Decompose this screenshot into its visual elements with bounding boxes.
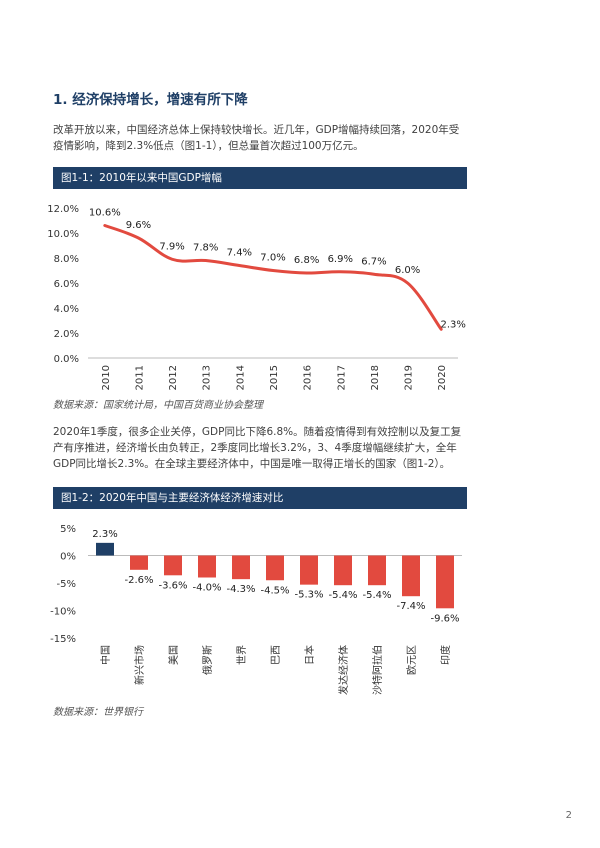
- bar-value-label: -4.0%: [192, 583, 221, 594]
- x-tick-label: 2014: [235, 365, 246, 390]
- gdp-growth-series-line: [103, 224, 443, 331]
- y-tick-label: 0%: [60, 552, 76, 563]
- data-label: 6.0%: [395, 265, 420, 276]
- figure2-title-bar: 图1-2：2020年中国与主要经济体经济增速对比: [53, 487, 467, 509]
- detail-line-1: 2020年1季度，很多企业关停，GDP同比下降6.8%。随着疫情得到有效控制以及…: [53, 426, 462, 438]
- data-label: 7.9%: [159, 241, 184, 252]
- data-label: 10.6%: [89, 208, 121, 219]
- category-label: 沙特阿拉伯: [371, 645, 384, 695]
- bar: [96, 542, 114, 556]
- x-tick-label: 2018: [370, 365, 381, 390]
- data-label: 7.4%: [227, 248, 252, 259]
- y-tick-label: -10%: [50, 607, 76, 618]
- category-label: 巴西: [270, 645, 282, 665]
- bar-value-label: -4.3%: [226, 584, 255, 595]
- category-label: 欧元区: [406, 645, 418, 675]
- intro-line-2: 疫情影响，降到2.3%低点（图1-1），但总量首次超过100万亿元。: [53, 140, 364, 152]
- bar-value-label: -5.3%: [294, 590, 323, 601]
- category-label: 印度: [439, 645, 452, 665]
- category-label: 世界: [236, 645, 248, 665]
- intro-line-1: 改革开放以来，中国经济总体上保持较快增长。近几年，GDP增幅持续回落，2020年…: [53, 124, 460, 136]
- bar-value-label: 2.3%: [92, 529, 117, 540]
- y-tick-label: 6.0%: [54, 279, 79, 290]
- bar: [300, 555, 318, 585]
- data-label: 9.6%: [126, 220, 151, 231]
- category-label: 日本: [303, 645, 316, 665]
- y-tick-label: 4.0%: [54, 304, 79, 315]
- x-tick-label: 2020: [437, 365, 448, 390]
- category-label: 新兴市场: [133, 645, 146, 685]
- category-label: 中国: [99, 645, 112, 665]
- y-tick-label: 10.0%: [47, 229, 79, 240]
- x-tick-label: 2011: [134, 365, 145, 390]
- data-label: 7.8%: [193, 243, 218, 254]
- x-tick-label: 2010: [101, 365, 112, 390]
- y-tick-label: 2.0%: [54, 329, 79, 340]
- gdp-growth-line-chart: 0.0% 2.0% 4.0% 6.0% 8.0% 10.0% 12.0% 2010 2011 20…: [47, 204, 466, 390]
- figure1-source: 数据来源：国家统计局，中国百货商业协会整理: [53, 400, 263, 411]
- x-tick-label: 2012: [168, 365, 179, 390]
- detail-paragraph: 2020年1季度，很多企业关停，GDP同比下降6.8%。随着疫情得到有效控制以及…: [53, 424, 553, 472]
- bar: [436, 555, 454, 609]
- bar-value-label: -9.6%: [430, 613, 459, 624]
- figure1-title-bar: 图1-1：2010年以来中国GDP增幅: [53, 167, 467, 189]
- bar-value-label: -7.4%: [396, 601, 425, 612]
- bar: [164, 555, 182, 576]
- y-tick-label: 12.0%: [47, 204, 79, 215]
- category-label: 发达经济体: [337, 645, 350, 695]
- x-tick-label: 2013: [202, 365, 213, 390]
- bar: [130, 555, 148, 570]
- page-number: 2: [565, 810, 572, 821]
- data-label: 2.3%: [440, 319, 465, 330]
- data-label: 7.0%: [260, 253, 285, 264]
- x-tick-label: 2016: [303, 365, 314, 390]
- detail-line-2: 产有序推进，经济增长由负转正，2季度同比增长3.2%，3、4季度增幅继续扩大，全…: [53, 442, 457, 454]
- y-tick-label: -15%: [50, 634, 76, 645]
- bar: [198, 555, 216, 578]
- y-tick-label: 0.0%: [54, 354, 79, 365]
- y-tick-label: 8.0%: [54, 254, 79, 265]
- y-tick-label: -5%: [57, 579, 76, 590]
- bar-value-label: -3.6%: [158, 580, 187, 591]
- bar: [266, 555, 284, 581]
- intro-paragraph: 改革开放以来，中国经济总体上保持较快增长。近几年，GDP增幅持续回落，2020年…: [53, 122, 553, 154]
- x-tick-label: 2019: [404, 365, 415, 390]
- economy-growth-bar-chart: 5% 0% -5% -10% -15% 2.3% 中国 -2.6% 新兴市场 -3.6% 美国 -4.…: [50, 524, 462, 695]
- y-tick-label: 5%: [60, 524, 76, 535]
- bar: [368, 555, 386, 586]
- bar-value-label: -4.5%: [260, 585, 289, 596]
- bar-value-label: -2.6%: [124, 575, 153, 586]
- x-tick-label: 2017: [336, 365, 347, 390]
- section-heading: 1. 经济保持增长，增速有所下降: [53, 92, 248, 108]
- bar: [334, 555, 352, 586]
- data-label: 6.8%: [294, 255, 319, 266]
- figure2-source: 数据来源：世界银行: [53, 707, 143, 718]
- bar-value-label: -5.4%: [328, 590, 357, 601]
- category-label: 俄罗斯: [201, 645, 214, 675]
- data-label: 6.9%: [328, 254, 353, 265]
- bar: [232, 555, 250, 580]
- x-tick-label: 2015: [269, 365, 280, 390]
- detail-line-3: GDP同比增长2.3%。在全球主要经济体中，中国是唯一取得正增长的国家（图1-2…: [53, 458, 451, 470]
- category-label: 美国: [167, 645, 180, 665]
- data-label: 6.7%: [361, 256, 386, 267]
- bar-value-label: -5.4%: [362, 590, 391, 601]
- bar: [402, 555, 420, 597]
